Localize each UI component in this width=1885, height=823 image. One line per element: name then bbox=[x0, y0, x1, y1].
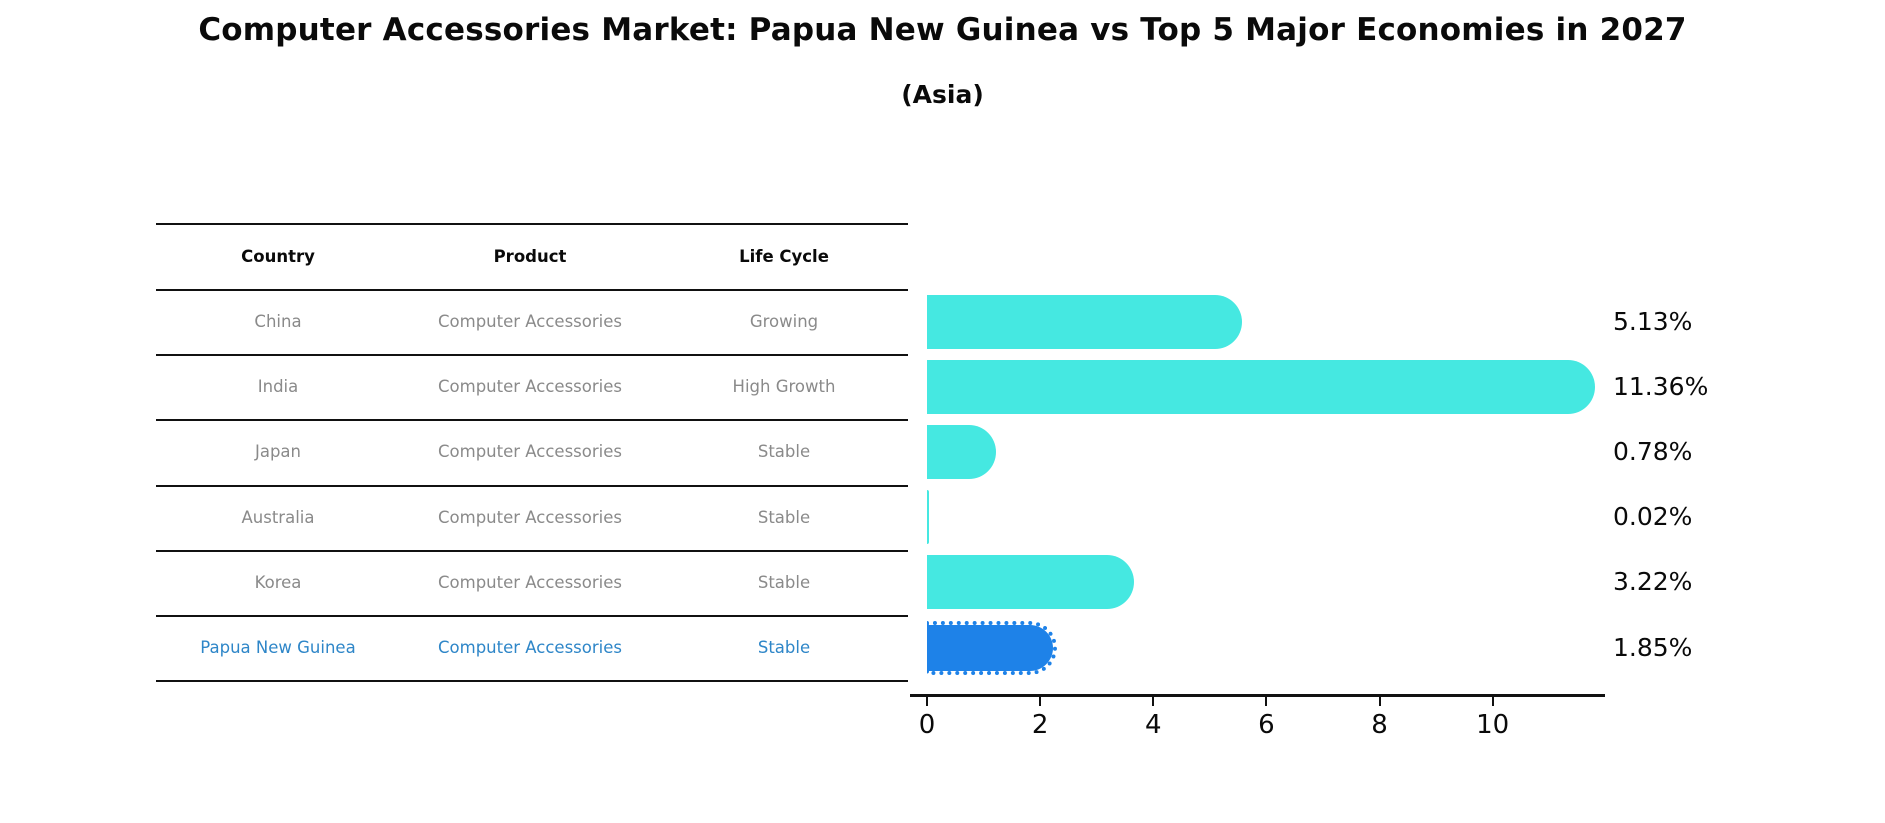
table-rule-line bbox=[156, 484, 908, 487]
table-row-korea: Korea Computer Accessories Stable bbox=[156, 550, 908, 615]
column-header-product: Product bbox=[493, 246, 567, 266]
table-header-row: Country Product Life Cycle bbox=[156, 224, 908, 288]
column-header-country: Country bbox=[241, 246, 315, 266]
bar-china bbox=[927, 294, 1243, 349]
table-rule-line bbox=[156, 549, 908, 552]
bar-australia bbox=[927, 490, 929, 545]
x-axis-tick bbox=[1378, 696, 1381, 706]
bar-japan bbox=[927, 425, 997, 479]
country-cell: Papua New Guinea bbox=[200, 638, 356, 658]
product-cell: Computer Accessories bbox=[438, 377, 622, 397]
column-header-life-cycle: Life Cycle bbox=[739, 246, 829, 266]
x-axis-tick-label: 4 bbox=[1144, 710, 1162, 740]
chart-title: Computer Accessories Market: Papua New G… bbox=[198, 12, 1687, 48]
life-cycle-cell: Stable bbox=[757, 442, 811, 462]
value-label-papua-new-guinea: 1.85% bbox=[1613, 632, 1693, 662]
country-cell: Japan bbox=[254, 442, 302, 462]
table-row-japan: Japan Computer Accessories Stable bbox=[156, 419, 908, 484]
life-cycle-cell: High Growth bbox=[732, 377, 836, 397]
table-rule-line bbox=[156, 615, 908, 617]
table-rule-line bbox=[156, 354, 908, 357]
x-axis-line bbox=[910, 694, 1605, 697]
table-row-india: India Computer Accessories High Growth bbox=[156, 354, 908, 419]
x-axis-tick bbox=[1039, 696, 1042, 706]
life-cycle-cell: Stable bbox=[757, 638, 811, 658]
value-label-china: 5.13% bbox=[1613, 306, 1693, 336]
product-cell: Computer Accessories bbox=[438, 572, 622, 592]
table-row-china: China Computer Accessories Growing bbox=[156, 289, 908, 354]
x-axis-tick-label: 2 bbox=[1031, 710, 1049, 740]
x-axis-tick bbox=[926, 696, 928, 706]
product-cell: Computer Accessories bbox=[438, 312, 622, 332]
product-cell: Computer Accessories bbox=[438, 638, 622, 658]
x-axis-tick bbox=[1491, 696, 1494, 706]
bar-korea bbox=[927, 555, 1135, 610]
table-rule-line bbox=[156, 289, 908, 291]
bar-papua-new-guinea bbox=[927, 620, 1057, 675]
table-row-australia: Australia Computer Accessories Stable bbox=[156, 485, 908, 550]
value-label-india: 11.36% bbox=[1613, 371, 1709, 401]
value-label-japan: 0.78% bbox=[1613, 437, 1693, 466]
x-axis-tick bbox=[1265, 696, 1268, 706]
bar-india bbox=[927, 359, 1595, 414]
x-axis-tick bbox=[1152, 696, 1155, 706]
x-axis-tick-label: 10 bbox=[1476, 710, 1510, 740]
chart-subtitle: (Asia) bbox=[901, 80, 984, 109]
x-axis-tick-label: 8 bbox=[1371, 710, 1388, 740]
life-cycle-cell: Stable bbox=[757, 507, 811, 527]
country-cell: China bbox=[254, 312, 302, 332]
table-rule-line bbox=[156, 680, 908, 683]
value-label-korea: 3.22% bbox=[1613, 567, 1693, 597]
product-cell: Computer Accessories bbox=[438, 442, 622, 462]
table-rule-line bbox=[156, 419, 908, 422]
country-cell: Australia bbox=[241, 507, 315, 527]
product-cell: Computer Accessories bbox=[438, 507, 622, 527]
life-cycle-cell: Growing bbox=[749, 312, 819, 332]
life-cycle-cell: Stable bbox=[757, 572, 811, 592]
value-label-australia: 0.02% bbox=[1613, 502, 1693, 532]
country-cell: Korea bbox=[254, 572, 302, 592]
country-cell: India bbox=[257, 377, 299, 397]
table-row-papua-new-guinea: Papua New Guinea Computer Accessories Stab… bbox=[156, 615, 908, 680]
x-axis-tick-label: 0 bbox=[918, 710, 936, 740]
x-axis-tick-label: 6 bbox=[1258, 710, 1275, 740]
table-rule-line bbox=[156, 223, 908, 225]
